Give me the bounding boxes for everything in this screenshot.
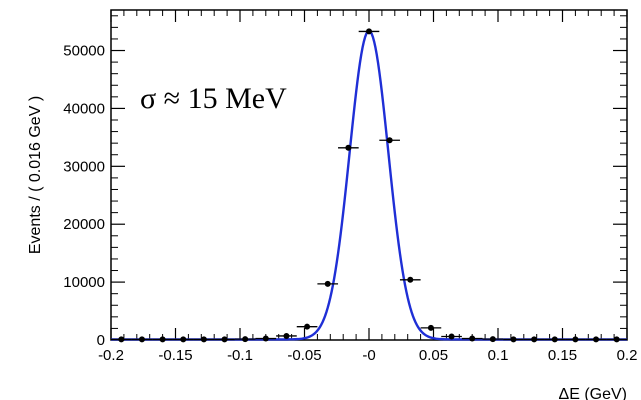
fit-curve (111, 29, 627, 341)
tick-labels: -0.2 -0.15 -0.1 -0.05 -0 0.05 0.1 0.15 0.2 0 10000… (63, 43, 637, 364)
y-tick-label: 30000 (63, 158, 105, 175)
x-tick-label: 0.1 (488, 347, 509, 364)
data-point (221, 336, 228, 343)
x-tick-label: 0.05 (419, 347, 448, 364)
data-point (242, 336, 249, 343)
y-tick-label: 50000 (63, 43, 105, 60)
data-point (118, 336, 125, 343)
data-point (324, 280, 331, 287)
data-point (593, 336, 600, 343)
data-point (159, 336, 166, 343)
data-point (448, 333, 455, 340)
data-point (262, 335, 269, 342)
data-point (572, 336, 579, 343)
x-tick-label: -0.2 (98, 347, 124, 364)
data-point (613, 336, 620, 343)
x-tick-label: -0.05 (287, 347, 321, 364)
plot-frame (110, 9, 628, 341)
x-tick-label: -0.15 (158, 347, 192, 364)
data-point (138, 336, 145, 343)
x-tick-label: -0 (362, 347, 375, 364)
data-point (531, 336, 538, 343)
data-point (200, 336, 207, 343)
y-tick-label: 40000 (63, 100, 105, 117)
data-point (510, 336, 517, 343)
x-axis-title: ΔE (GeV) (559, 386, 627, 400)
x-tick-label: 0.15 (548, 347, 577, 364)
data-point (489, 336, 496, 343)
data-point (283, 332, 290, 339)
sigma-annotation: σ ≈ 15 MeV (140, 82, 287, 115)
y-tick-label: 10000 (63, 274, 105, 291)
x-tick-label: 0.2 (617, 347, 638, 364)
data-point (469, 335, 476, 342)
data-points-layer (111, 28, 627, 343)
axis-ticks (110, 10, 628, 341)
y-tick-label: 20000 (63, 216, 105, 233)
fit-curve-layer (111, 29, 627, 341)
y-axis-title: Events / ( 0.016 GeV ) (27, 96, 44, 254)
data-point (386, 137, 393, 144)
data-point (407, 276, 414, 283)
data-point (551, 336, 558, 343)
data-point (304, 323, 311, 330)
y-tick-label: 0 (97, 332, 105, 349)
data-point (427, 324, 434, 331)
data-point (180, 336, 187, 343)
x-tick-label: -0.1 (227, 347, 253, 364)
data-point (366, 28, 372, 35)
data-point (345, 144, 352, 151)
